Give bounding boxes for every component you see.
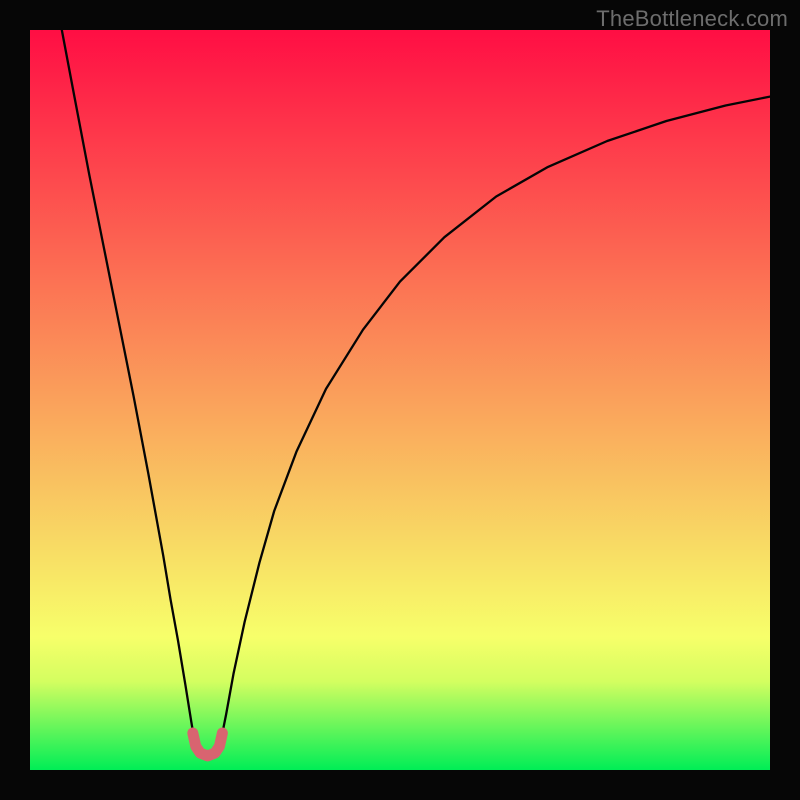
bottleneck-chart (0, 0, 800, 800)
chart-stage: TheBottleneck.com (0, 0, 800, 800)
watermark-text: TheBottleneck.com (596, 6, 788, 32)
plot-background (30, 30, 770, 770)
